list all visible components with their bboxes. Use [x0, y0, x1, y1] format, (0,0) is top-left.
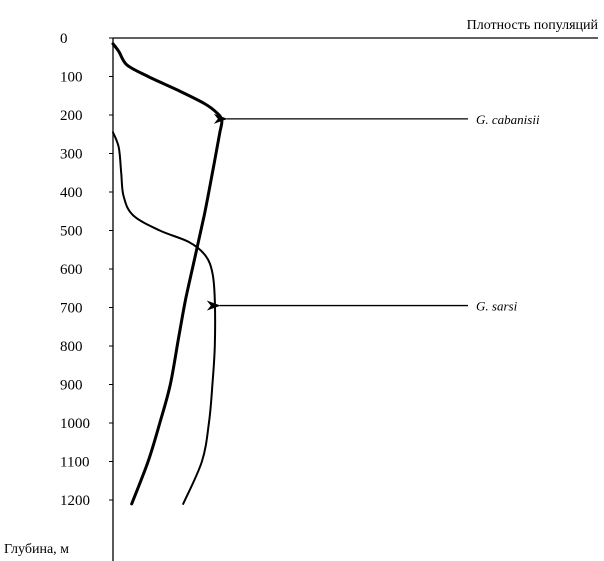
annotation-label: G. sarsi — [476, 299, 518, 314]
series-line-gcabanisii — [111, 42, 224, 506]
y-tick-label: 1000 — [60, 416, 90, 432]
y-tick-label: 1200 — [60, 493, 90, 509]
y-tick-label: 1100 — [60, 455, 89, 471]
y-tick-labels: 0 100 200 300 400 500 600 700 800 900 1000 1100 1200 — [60, 31, 113, 509]
y-tick-label: 500 — [60, 224, 83, 240]
y-tick-label: 900 — [60, 378, 83, 394]
x-axis-title: Плотность популяций — [467, 18, 599, 33]
y-tick-label: 200 — [60, 108, 83, 124]
y-tick-label: 300 — [60, 147, 83, 163]
annotation-label: G. cabanisii — [476, 112, 540, 127]
y-tick-label: 600 — [60, 262, 83, 278]
series-layer — [111, 42, 224, 506]
y-tick-label: 0 — [60, 31, 68, 47]
series-line-gsarsi — [112, 131, 217, 505]
y-tick-label: 100 — [60, 70, 83, 86]
y-tick-label: 700 — [60, 301, 83, 317]
y-tick-label: 400 — [60, 185, 83, 201]
y-tick-label: 800 — [60, 339, 83, 355]
y-axis-title: Глубина, м — [4, 542, 69, 557]
annotations-layer: G. cabanisii G. sarsi — [206, 112, 540, 314]
